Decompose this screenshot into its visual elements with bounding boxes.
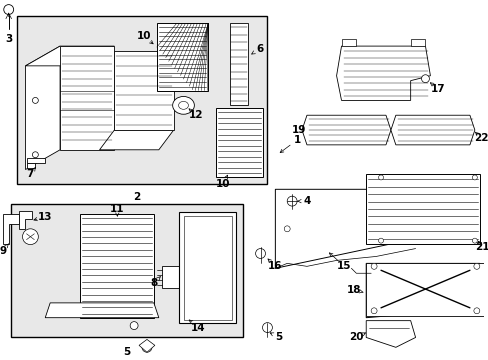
Circle shape <box>262 323 272 333</box>
Bar <box>366 264 483 316</box>
Text: 17: 17 <box>430 84 445 94</box>
Ellipse shape <box>178 102 188 109</box>
Circle shape <box>142 342 152 352</box>
Text: 11: 11 <box>110 204 124 214</box>
Polygon shape <box>410 39 425 46</box>
Circle shape <box>421 75 428 83</box>
Circle shape <box>370 308 376 314</box>
Text: 22: 22 <box>473 133 488 143</box>
Bar <box>80 214 154 318</box>
Circle shape <box>286 196 297 206</box>
Polygon shape <box>114 51 173 130</box>
Circle shape <box>473 264 479 269</box>
Circle shape <box>255 248 265 258</box>
Text: 19: 19 <box>291 125 305 135</box>
Polygon shape <box>60 46 114 150</box>
Bar <box>183 216 231 320</box>
Polygon shape <box>19 211 32 229</box>
Text: 9: 9 <box>0 246 6 256</box>
Text: 20: 20 <box>348 332 363 342</box>
Text: 2: 2 <box>133 192 141 202</box>
Bar <box>216 108 262 177</box>
Polygon shape <box>341 39 356 46</box>
Bar <box>17 17 267 184</box>
Circle shape <box>370 264 376 269</box>
Text: 3: 3 <box>5 34 12 44</box>
Text: 8: 8 <box>150 278 157 288</box>
Bar <box>157 23 208 90</box>
Ellipse shape <box>172 96 194 114</box>
Polygon shape <box>27 158 45 163</box>
Circle shape <box>22 229 38 244</box>
Polygon shape <box>302 115 390 145</box>
Text: 7: 7 <box>27 170 34 180</box>
Bar <box>178 212 235 323</box>
Polygon shape <box>390 115 474 145</box>
Polygon shape <box>27 163 35 167</box>
Text: 18: 18 <box>346 285 361 295</box>
Polygon shape <box>366 264 484 318</box>
Text: 14: 14 <box>191 323 205 333</box>
Text: 5: 5 <box>275 332 283 342</box>
Circle shape <box>378 238 383 243</box>
Bar <box>229 23 247 105</box>
Polygon shape <box>3 214 19 244</box>
Polygon shape <box>162 266 178 288</box>
Circle shape <box>471 175 476 180</box>
Circle shape <box>473 308 479 314</box>
Polygon shape <box>139 339 155 352</box>
Circle shape <box>32 98 38 103</box>
Text: 10: 10 <box>137 31 151 41</box>
Text: 15: 15 <box>337 261 351 271</box>
Polygon shape <box>25 46 114 66</box>
Polygon shape <box>366 175 479 244</box>
Bar <box>11 204 242 337</box>
Text: 12: 12 <box>189 110 203 120</box>
Text: 1: 1 <box>293 135 300 145</box>
Text: 5: 5 <box>123 347 131 357</box>
Text: 6: 6 <box>255 44 263 54</box>
Polygon shape <box>100 130 173 150</box>
Text: 4: 4 <box>303 196 310 206</box>
Circle shape <box>471 238 476 243</box>
Polygon shape <box>336 46 429 100</box>
Circle shape <box>32 152 38 158</box>
Text: 21: 21 <box>474 242 488 252</box>
Circle shape <box>4 5 14 14</box>
Circle shape <box>284 226 289 232</box>
Circle shape <box>378 175 383 180</box>
Text: 10: 10 <box>215 179 230 189</box>
Polygon shape <box>45 303 159 318</box>
Polygon shape <box>366 321 415 347</box>
Circle shape <box>130 321 138 329</box>
Text: 16: 16 <box>267 261 282 271</box>
Polygon shape <box>275 189 415 268</box>
Polygon shape <box>25 46 60 170</box>
Text: 13: 13 <box>38 212 52 222</box>
